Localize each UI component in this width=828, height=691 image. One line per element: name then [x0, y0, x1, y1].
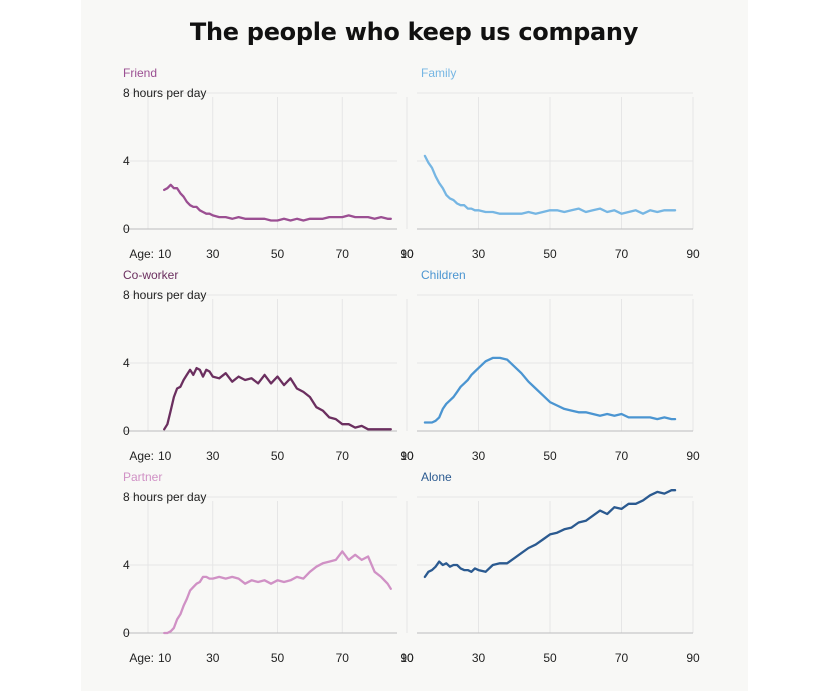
x-tick-label-alone-10: 10	[400, 651, 414, 665]
x-tick-label-friend-70: 70	[336, 247, 350, 261]
panel-title-alone: Alone	[421, 470, 452, 484]
x-tick-label-partner-70: 70	[336, 651, 350, 665]
x-tick-label-friend-10: 10	[158, 247, 172, 261]
y-tick-label-partner-4: 4	[123, 558, 130, 572]
series-line-alone	[423, 489, 677, 579]
x-tick-label-co-worker-10: 10	[158, 449, 172, 463]
x-tick-label-co-worker-30: 30	[206, 449, 220, 463]
panel-title-children: Children	[421, 268, 466, 282]
x-tick-label-family-90: 90	[686, 247, 700, 261]
x-axis-prefix-co-worker: Age:	[129, 449, 154, 463]
series-line-children	[423, 356, 677, 424]
x-tick-label-children-30: 30	[472, 449, 486, 463]
x-tick-label-family-50: 50	[543, 247, 557, 261]
x-tick-label-family-10: 10	[400, 247, 414, 261]
y-tick-label-partner-0: 0	[123, 626, 130, 640]
chart-panel	[81, 0, 748, 691]
x-tick-label-co-worker-70: 70	[336, 449, 350, 463]
panel-title-friend: Friend	[123, 66, 157, 80]
x-tick-label-children-90: 90	[686, 449, 700, 463]
x-tick-label-co-worker-50: 50	[271, 449, 285, 463]
panel-title-co-worker: Co-worker	[123, 268, 178, 282]
y-tick-label-friend-4: 4	[123, 154, 130, 168]
series-line-family	[423, 154, 677, 215]
x-tick-label-friend-50: 50	[271, 247, 285, 261]
series-line-partner	[163, 550, 392, 635]
panel-title-partner: Partner	[123, 470, 162, 484]
panel-title-family: Family	[421, 66, 456, 80]
x-tick-label-co-worker-90: 90	[400, 449, 414, 463]
x-tick-label-children-10: 10	[400, 449, 414, 463]
x-tick-label-family-30: 30	[472, 247, 486, 261]
x-tick-label-alone-90: 90	[686, 651, 700, 665]
x-axis-prefix-partner: Age:	[129, 651, 154, 665]
x-tick-label-friend-90: 90	[400, 247, 414, 261]
y-tick-label-co-worker-0: 0	[123, 424, 130, 438]
x-tick-label-children-70: 70	[615, 449, 629, 463]
x-tick-label-alone-70: 70	[615, 651, 629, 665]
x-tick-label-partner-30: 30	[206, 651, 220, 665]
x-tick-label-friend-30: 30	[206, 247, 220, 261]
x-tick-label-alone-50: 50	[543, 651, 557, 665]
x-tick-label-children-50: 50	[543, 449, 557, 463]
x-axis-prefix-friend: Age:	[129, 247, 154, 261]
x-tick-label-partner-50: 50	[271, 651, 285, 665]
x-tick-label-alone-30: 30	[472, 651, 486, 665]
y-tick-label-co-worker-4: 4	[123, 356, 130, 370]
page-title: The people who keep us company	[189, 18, 639, 46]
x-tick-label-partner-90: 90	[400, 651, 414, 665]
y-unit-label-co-worker: 8 hours per day	[123, 288, 206, 302]
y-unit-label-friend: 8 hours per day	[123, 86, 206, 100]
y-tick-label-friend-0: 0	[123, 222, 130, 236]
x-tick-label-family-70: 70	[615, 247, 629, 261]
series-line-friend	[163, 183, 392, 222]
x-tick-label-partner-10: 10	[158, 651, 172, 665]
y-unit-label-partner: 8 hours per day	[123, 490, 206, 504]
series-line-co-worker	[163, 366, 392, 431]
